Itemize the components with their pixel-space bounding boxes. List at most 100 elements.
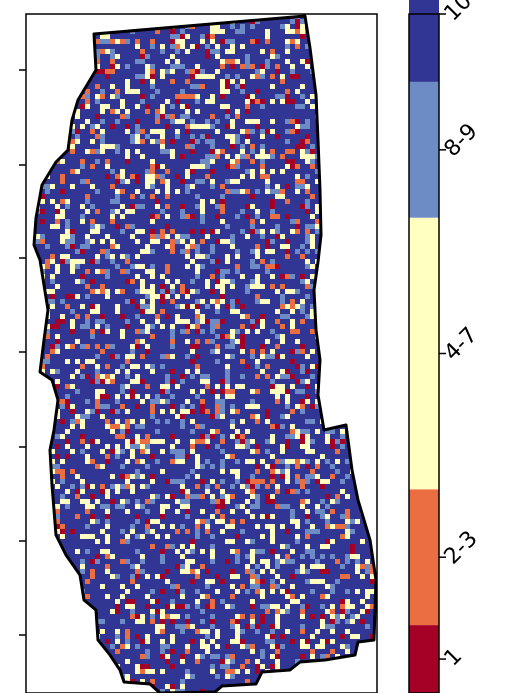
raster-cell [220,239,225,244]
raster-cell [280,524,285,529]
raster-cell [200,134,205,139]
raster-cell [185,514,190,519]
raster-cell [195,84,200,89]
raster-cell [110,239,115,244]
raster-cell [150,529,155,534]
raster-cell [195,254,200,259]
raster-cell [290,99,295,104]
raster-cell [335,449,340,454]
raster-cell [300,184,305,189]
raster-cell [270,84,275,89]
raster-cell [95,189,100,194]
raster-cell [235,574,240,579]
raster-cell [125,259,130,264]
raster-cell [170,479,175,484]
raster-cell [125,129,130,134]
raster-cell [170,249,175,254]
raster-cell [285,374,290,379]
raster-cell [170,284,175,289]
raster-cell [100,269,105,274]
raster-cell [135,379,140,384]
raster-cell [280,609,285,614]
raster-cell [160,164,165,169]
raster-cell [165,184,170,189]
raster-cell [150,174,155,179]
raster-cell [270,474,275,479]
raster-cell [365,594,370,599]
raster-cell [370,574,375,579]
raster-cell [35,234,40,239]
raster-cell [290,374,295,379]
raster-cell [335,494,340,499]
raster-cell [295,29,300,34]
raster-cell [270,524,275,529]
raster-cell [305,174,310,179]
raster-cell [165,279,170,284]
raster-cell [145,329,150,334]
raster-cell [225,224,230,229]
raster-cell [130,614,135,619]
raster-cell [135,439,140,444]
raster-cell [275,184,280,189]
raster-cell [150,439,155,444]
raster-cell [260,594,265,599]
raster-cell [195,474,200,479]
raster-cell [370,634,375,639]
raster-cell [195,194,200,199]
raster-cell [95,289,100,294]
raster-cell [215,54,220,59]
raster-cell [305,639,310,644]
raster-cell [150,74,155,79]
raster-cell [210,639,215,644]
raster-cell [205,279,210,284]
raster-cell [230,144,235,149]
raster-cell [305,44,310,49]
raster-cell [185,109,190,114]
raster-cell [315,229,320,234]
raster-cell [140,654,145,659]
raster-cell [200,204,205,209]
raster-cell [340,434,345,439]
raster-cell [125,79,130,84]
raster-cell [260,369,265,374]
raster-cell [195,74,200,79]
raster-cell [285,119,290,124]
raster-cell [50,464,55,469]
raster-cell [120,594,125,599]
raster-cell [260,514,265,519]
raster-cell [265,634,270,639]
raster-cell [310,284,315,289]
raster-cell [285,39,290,44]
raster-cell [100,134,105,139]
raster-cell [220,434,225,439]
raster-cell [40,199,45,204]
raster-cell [250,24,255,29]
raster-cell [140,419,145,424]
raster-cell [245,429,250,434]
raster-cell [105,639,110,644]
raster-cell [115,399,120,404]
raster-cell [235,629,240,634]
raster-cell [290,299,295,304]
raster-cell [225,644,230,649]
raster-cell [105,454,110,459]
raster-cell [255,389,260,394]
raster-cell [240,339,245,344]
raster-cell [175,549,180,554]
raster-cell [180,39,185,44]
raster-cell [180,374,185,379]
colorbar-label-1: 1 [440,644,468,672]
raster-cell [85,319,90,324]
raster-cell [270,129,275,134]
raster-cell [195,244,200,249]
raster-cell [110,214,115,219]
raster-cell [280,589,285,594]
raster-cell [185,329,190,334]
raster-cell [160,554,165,559]
raster-cell [55,349,60,354]
raster-cell [245,154,250,159]
raster-cell [210,464,215,469]
raster-cell [190,304,195,309]
raster-cell [365,589,370,594]
raster-cell [280,74,285,79]
